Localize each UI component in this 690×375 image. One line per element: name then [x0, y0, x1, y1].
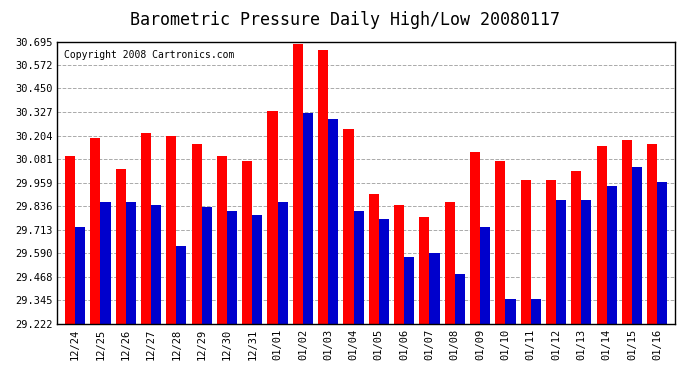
Bar: [531, 299, 541, 324]
Bar: [344, 129, 353, 324]
Bar: [242, 161, 253, 324]
Bar: [505, 299, 515, 324]
Bar: [277, 202, 288, 324]
Bar: [444, 202, 455, 324]
Bar: [75, 226, 85, 324]
Bar: [495, 161, 505, 324]
Bar: [201, 207, 212, 324]
Text: Copyright 2008 Cartronics.com: Copyright 2008 Cartronics.com: [63, 50, 234, 60]
Bar: [470, 152, 480, 324]
Bar: [318, 50, 328, 324]
Bar: [622, 140, 632, 324]
Bar: [379, 219, 389, 324]
Bar: [166, 136, 177, 324]
Bar: [268, 111, 277, 324]
Bar: [429, 254, 440, 324]
Bar: [404, 257, 414, 324]
Bar: [353, 211, 364, 324]
Bar: [192, 144, 201, 324]
Text: Barometric Pressure Daily High/Low 20080117: Barometric Pressure Daily High/Low 20080…: [130, 11, 560, 29]
Bar: [582, 200, 591, 324]
Bar: [126, 202, 136, 324]
Bar: [293, 44, 303, 324]
Bar: [420, 217, 429, 324]
Bar: [658, 182, 667, 324]
Bar: [217, 156, 227, 324]
Bar: [546, 180, 556, 324]
Bar: [303, 113, 313, 324]
Bar: [556, 200, 566, 324]
Bar: [100, 202, 110, 324]
Bar: [253, 215, 262, 324]
Bar: [455, 274, 465, 324]
Bar: [632, 167, 642, 324]
Bar: [227, 211, 237, 324]
Bar: [141, 132, 151, 324]
Bar: [607, 186, 617, 324]
Bar: [480, 226, 490, 324]
Bar: [151, 206, 161, 324]
Bar: [394, 206, 404, 324]
Bar: [177, 246, 186, 324]
Bar: [520, 180, 531, 324]
Bar: [328, 119, 338, 324]
Bar: [647, 144, 658, 324]
Bar: [571, 171, 582, 324]
Bar: [65, 156, 75, 324]
Bar: [597, 146, 607, 324]
Bar: [90, 138, 100, 324]
Bar: [116, 169, 126, 324]
Bar: [368, 194, 379, 324]
